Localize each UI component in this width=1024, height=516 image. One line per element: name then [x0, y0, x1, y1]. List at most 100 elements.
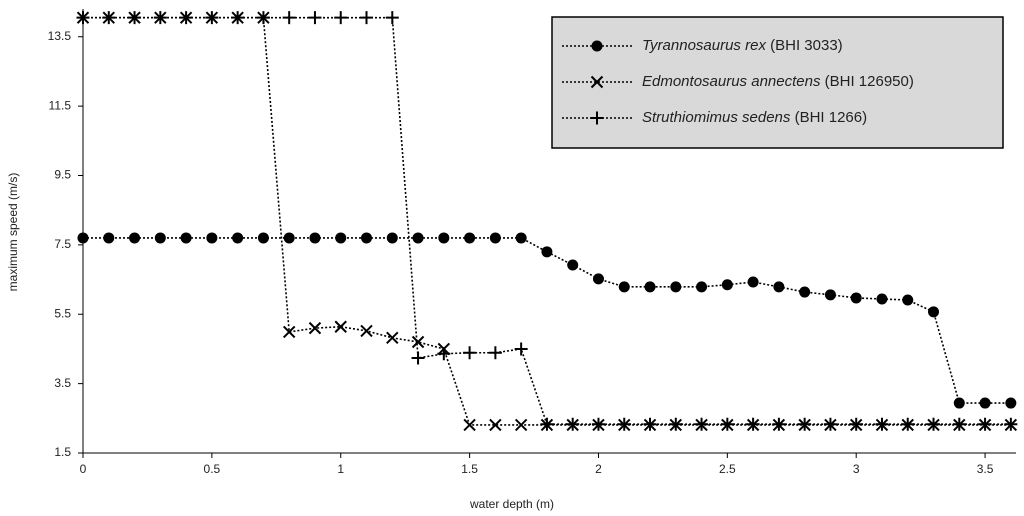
- marker: [979, 397, 991, 409]
- marker: [385, 11, 399, 25]
- legend-label: Struthiomimus sedens (BHI 1266): [642, 109, 867, 126]
- marker: [154, 232, 166, 244]
- marker: [412, 232, 424, 244]
- marker: [799, 286, 811, 298]
- y-axis-label: maximum speed (m/s): [6, 173, 20, 292]
- marker: [489, 232, 501, 244]
- marker: [386, 232, 398, 244]
- y-tick-label: 7.5: [54, 237, 71, 251]
- marker: [953, 397, 965, 409]
- marker: [257, 232, 269, 244]
- marker: [643, 417, 657, 431]
- legend-box: [551, 16, 1004, 149]
- x-axis-label: water depth (m): [469, 497, 554, 511]
- marker: [849, 417, 863, 431]
- marker: [360, 324, 373, 338]
- marker: [1005, 397, 1017, 409]
- marker: [361, 232, 373, 244]
- marker: [567, 259, 579, 271]
- marker: [746, 417, 760, 431]
- marker: [282, 325, 296, 339]
- legend-marker: [590, 111, 604, 125]
- y-tick-label: 5.5: [54, 306, 71, 320]
- marker: [103, 232, 115, 244]
- x-tick-label: 3.5: [977, 462, 994, 476]
- marker: [179, 11, 193, 25]
- marker: [514, 418, 528, 432]
- marker: [515, 232, 527, 244]
- marker: [386, 331, 399, 345]
- x-tick-label: 2: [595, 462, 602, 476]
- marker: [1004, 417, 1018, 431]
- marker: [153, 11, 167, 25]
- y-tick-label: 11.5: [49, 98, 72, 112]
- marker: [824, 289, 836, 301]
- marker: [464, 232, 476, 244]
- legend-label: Tyrannosaurus rex (BHI 3033): [642, 37, 843, 54]
- marker: [669, 417, 683, 431]
- marker: [592, 273, 604, 285]
- marker: [850, 292, 862, 304]
- marker: [206, 232, 218, 244]
- marker: [308, 321, 322, 335]
- marker: [411, 351, 425, 365]
- marker: [463, 346, 477, 360]
- marker: [282, 11, 296, 25]
- marker: [978, 417, 992, 431]
- marker: [901, 417, 915, 431]
- series-line: [83, 237, 1011, 404]
- marker: [489, 418, 502, 432]
- legend-marker: [591, 40, 603, 52]
- marker: [514, 342, 528, 356]
- legend-marker: [590, 75, 604, 89]
- marker: [773, 281, 785, 293]
- marker: [720, 417, 734, 431]
- x-tick-label: 0.5: [204, 462, 221, 476]
- marker: [205, 11, 219, 25]
- marker: [875, 417, 889, 431]
- y-tick-label: 1.5: [54, 445, 71, 459]
- marker: [360, 11, 374, 25]
- marker: [823, 417, 837, 431]
- marker: [927, 417, 941, 431]
- marker: [128, 11, 142, 25]
- marker: [256, 11, 270, 25]
- marker: [411, 335, 425, 349]
- marker: [591, 417, 605, 431]
- y-tick-label: 3.5: [54, 376, 71, 390]
- marker: [463, 418, 476, 432]
- x-tick-label: 2.5: [719, 462, 736, 476]
- marker: [488, 346, 502, 360]
- marker: [721, 279, 733, 291]
- marker: [335, 232, 347, 244]
- y-tick-label: 13.5: [48, 29, 72, 43]
- marker: [283, 232, 295, 244]
- marker: [644, 281, 656, 293]
- marker: [696, 281, 708, 293]
- x-tick-label: 3: [853, 462, 860, 476]
- marker: [76, 11, 90, 25]
- marker: [798, 417, 812, 431]
- marker: [566, 417, 580, 431]
- x-tick-label: 1: [337, 462, 344, 476]
- marker: [129, 232, 141, 244]
- marker: [747, 276, 759, 288]
- x-tick-label: 1.5: [461, 462, 478, 476]
- marker: [772, 417, 786, 431]
- marker: [309, 232, 321, 244]
- marker: [902, 294, 914, 306]
- marker: [334, 11, 348, 25]
- x-tick-label: 0: [80, 462, 87, 476]
- marker: [308, 11, 322, 25]
- marker: [928, 306, 940, 318]
- marker: [77, 232, 89, 244]
- marker: [541, 246, 553, 258]
- marker: [876, 293, 888, 305]
- marker: [231, 11, 245, 25]
- marker: [438, 232, 450, 244]
- marker: [952, 417, 966, 431]
- marker: [695, 417, 709, 431]
- marker: [540, 417, 554, 431]
- marker: [334, 320, 347, 333]
